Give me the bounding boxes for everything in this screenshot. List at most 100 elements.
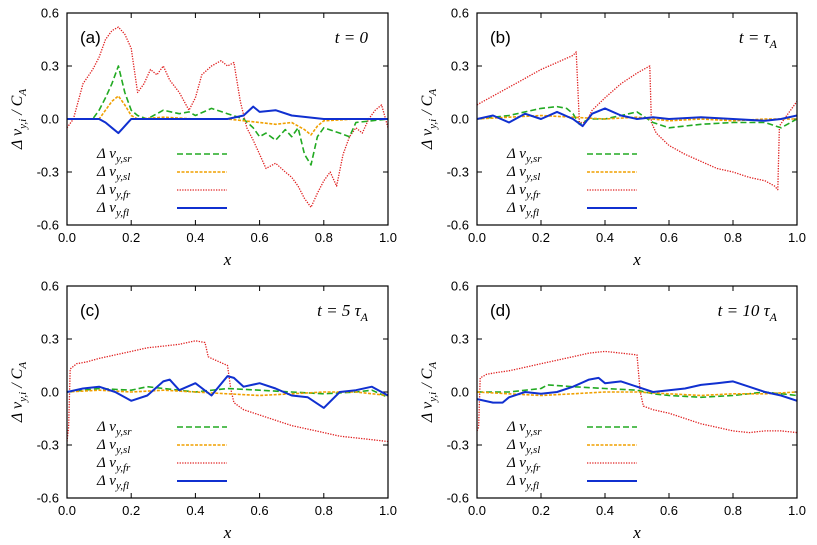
legend-label-sl: Δ vy,sl xyxy=(96,437,130,456)
plot-frame xyxy=(476,285,798,499)
y-tick-label: 0.6 xyxy=(451,6,469,21)
y-tick-label: -0.6 xyxy=(37,218,59,233)
x-tick-label: 0.6 xyxy=(660,230,678,245)
y-tick-label: -0.3 xyxy=(447,165,469,180)
panel-label: (b) xyxy=(490,28,511,47)
y-tick-label: -0.6 xyxy=(37,491,59,506)
legend-label-sl: Δ vy,sl xyxy=(506,164,540,183)
panel-label: (c) xyxy=(80,301,100,320)
legend-label-fr: Δ vy,fr xyxy=(96,455,131,474)
y-tick-label: 0.3 xyxy=(451,59,469,74)
legend-label-sl: Δ vy,sl xyxy=(96,164,130,183)
y-axis-label: Δ vy,i / CA xyxy=(419,362,439,423)
series-line-fr xyxy=(67,340,388,443)
series-line-sl xyxy=(477,391,797,397)
y-tick-label: 0.3 xyxy=(451,332,469,347)
time-label: t = τA xyxy=(739,28,778,51)
x-tick-label: 0.8 xyxy=(724,230,742,245)
legend-label-sr: Δ vy,sr xyxy=(96,419,132,438)
legend-label-fl: Δ vy,fl xyxy=(96,200,129,219)
series-line-fr xyxy=(477,51,797,191)
y-tick-label: 0.6 xyxy=(451,279,469,294)
panel-c: 0.0 0.2 0.4 0.6 0.8 1.0 -0.6 -0.3 0.0 0.3 0.6 (c) t … xyxy=(9,279,397,543)
legend-label-sr: Δ vy,sr xyxy=(96,146,132,165)
x-tick-label: 0.2 xyxy=(122,230,140,245)
x-tick-label: 1.0 xyxy=(379,503,397,518)
legend-label-sr: Δ vy,sr xyxy=(506,146,542,165)
legend: Δ vy,srΔ vy,slΔ vy,frΔ vy,fl xyxy=(506,419,637,492)
x-tick-label: 0.8 xyxy=(315,230,333,245)
series-line-fr xyxy=(67,26,388,208)
legend: Δ vy,srΔ vy,slΔ vy,frΔ vy,fl xyxy=(96,146,227,219)
legend: Δ vy,srΔ vy,slΔ vy,frΔ vy,fl xyxy=(96,419,227,492)
time-label: t = 0 xyxy=(335,28,369,47)
x-tick-label: 0.2 xyxy=(532,230,550,245)
plot-frame xyxy=(476,12,798,226)
series-line-fr xyxy=(477,350,797,434)
series-group xyxy=(67,340,388,443)
x-axis-label: x xyxy=(632,523,641,542)
x-tick-label: 0.6 xyxy=(251,230,269,245)
x-tick-label: 1.0 xyxy=(788,230,806,245)
y-tick-label: -0.3 xyxy=(37,438,59,453)
panel-b: 0.0 0.2 0.4 0.6 0.8 1.0 -0.6 -0.3 0.0 0.3 0.6 (b) t … xyxy=(419,6,806,270)
y-tick-label: 0.0 xyxy=(41,112,59,127)
plot-frame xyxy=(66,285,389,499)
y-tick-label: -0.3 xyxy=(447,438,469,453)
time-label: t = 5 τA xyxy=(317,301,369,324)
legend-label-fr: Δ vy,fr xyxy=(506,182,541,201)
x-axis-label: x xyxy=(223,250,232,269)
x-tick-label: 0.0 xyxy=(468,503,486,518)
panel-label: (a) xyxy=(80,28,101,47)
series-group xyxy=(477,350,797,434)
series-line-sl xyxy=(67,389,388,397)
time-label: t = 10 τA xyxy=(718,301,778,324)
y-axis-label: Δ vy,i / CA xyxy=(9,362,29,423)
series-line-sr xyxy=(477,384,797,399)
series-group xyxy=(477,51,797,191)
y-tick-label: -0.6 xyxy=(447,218,469,233)
series-group xyxy=(67,26,388,208)
legend-label-sr: Δ vy,sr xyxy=(506,419,542,438)
y-axis-label: Δ vy,i / CA xyxy=(419,89,439,150)
y-tick-label: 0.0 xyxy=(451,385,469,400)
panel-d: 0.0 0.2 0.4 0.6 0.8 1.0 -0.6 -0.3 0.0 0.3 0.6 (d) t … xyxy=(419,279,806,543)
plot-frame xyxy=(66,12,389,226)
legend: Δ vy,srΔ vy,slΔ vy,frΔ vy,fl xyxy=(506,146,637,219)
legend-label-fl: Δ vy,fl xyxy=(506,200,539,219)
series-line-fl xyxy=(67,375,388,409)
x-tick-label: 0.4 xyxy=(596,230,614,245)
panel-label: (d) xyxy=(490,301,511,320)
x-tick-label: 0.8 xyxy=(315,503,333,518)
x-tick-label: 0.6 xyxy=(251,503,269,518)
x-tick-label: 0.0 xyxy=(58,503,76,518)
y-tick-label: -0.3 xyxy=(37,165,59,180)
legend-label-fr: Δ vy,fr xyxy=(96,182,131,201)
x-tick-label: 0.6 xyxy=(660,503,678,518)
y-axis-label: Δ vy,i / CA xyxy=(9,89,29,150)
x-tick-label: 0.4 xyxy=(596,503,614,518)
x-tick-label: 0.2 xyxy=(122,503,140,518)
series-line-fl xyxy=(477,107,797,128)
x-tick-label: 1.0 xyxy=(379,230,397,245)
series-line-sl xyxy=(67,95,388,136)
x-tick-label: 0.0 xyxy=(468,230,486,245)
y-tick-label: 0.3 xyxy=(41,332,59,347)
y-tick-label: 0.3 xyxy=(41,59,59,74)
x-tick-label: 0.2 xyxy=(532,503,550,518)
y-tick-label: 0.0 xyxy=(41,385,59,400)
panel-a: 0.0 0.2 0.4 0.6 0.8 1.0 -0.6 -0.3 0.0 0.3 0.6 (a) t … xyxy=(9,6,397,270)
x-tick-label: 0.4 xyxy=(186,230,204,245)
y-tick-label: -0.6 xyxy=(447,491,469,506)
legend-label-fl: Δ vy,fl xyxy=(506,473,539,492)
x-tick-label: 0.8 xyxy=(724,503,742,518)
legend-label-sl: Δ vy,sl xyxy=(506,437,540,456)
series-line-fl xyxy=(67,105,388,135)
y-tick-label: 0.6 xyxy=(41,6,59,21)
y-tick-label: 0.0 xyxy=(451,112,469,127)
x-axis-label: x xyxy=(632,250,641,269)
x-tick-label: 0.4 xyxy=(186,503,204,518)
x-tick-label: 0.0 xyxy=(58,230,76,245)
legend-label-fr: Δ vy,fr xyxy=(506,455,541,474)
